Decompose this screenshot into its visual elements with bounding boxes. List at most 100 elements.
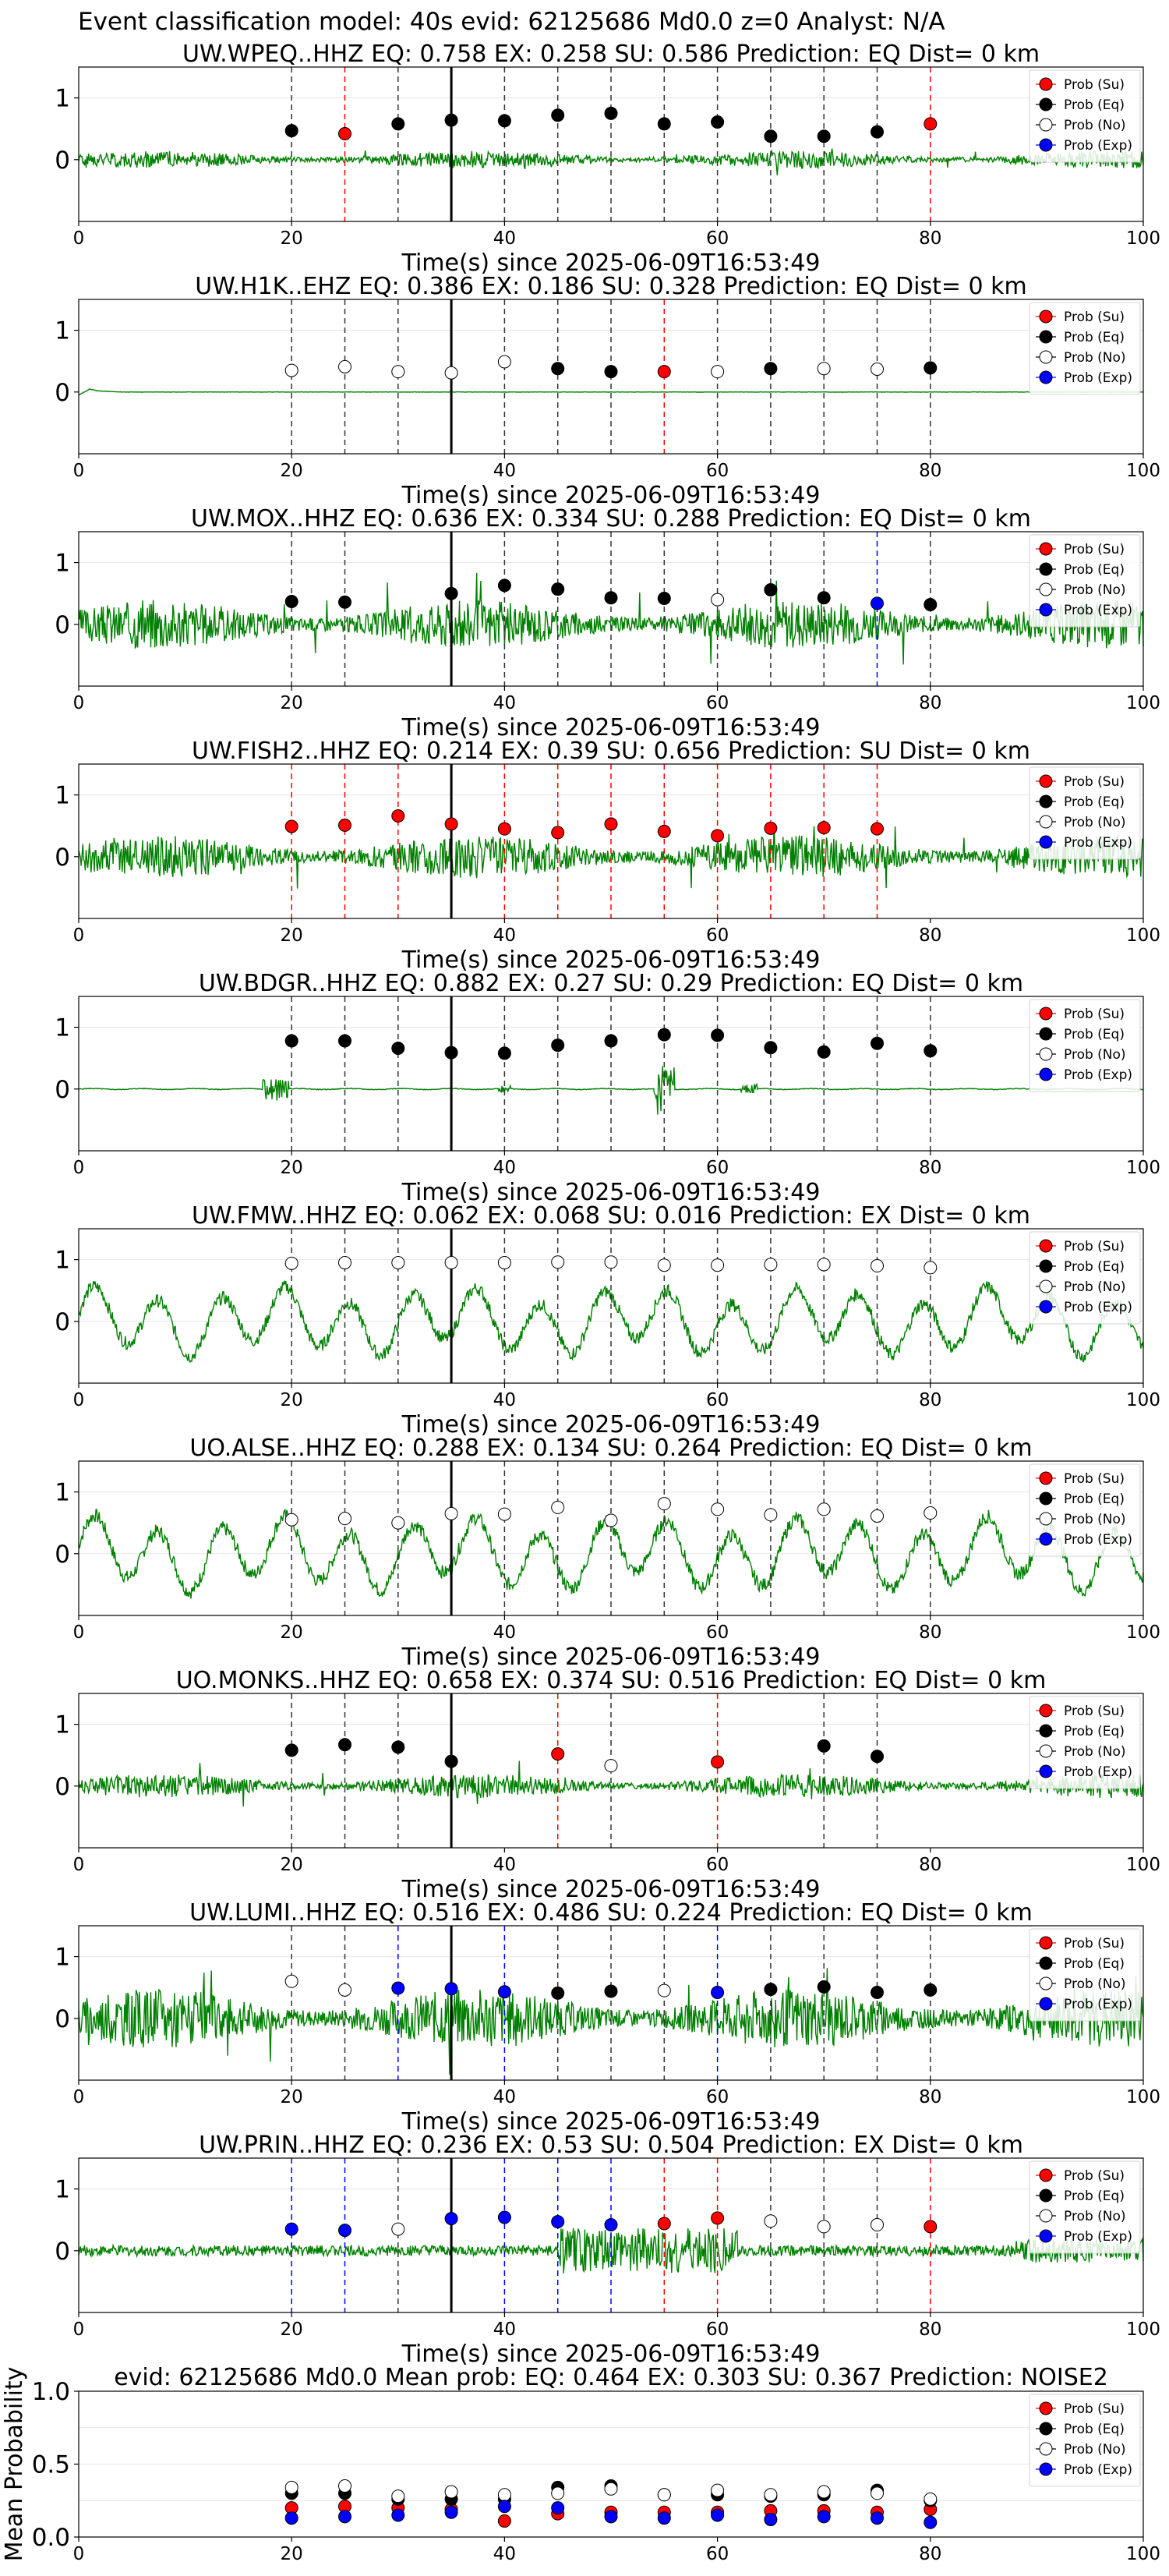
legend-marker [1039, 1007, 1053, 1021]
prob-point [551, 1986, 565, 2000]
x-tick-label: 40 [493, 1622, 516, 1643]
figure-title: Event classification model: 40s evid: 62… [78, 8, 945, 36]
legend-marker [1039, 370, 1053, 384]
mean-point [604, 2482, 618, 2496]
prob-point [817, 1502, 831, 1516]
legend-label: Prob (Exp) [1064, 603, 1132, 618]
panel-title: UW.FISH2..HHZ EQ: 0.214 EX: 0.39 SU: 0.6… [192, 738, 1030, 765]
mean-point [444, 2485, 458, 2499]
y-tick-label: 0 [55, 1773, 70, 1801]
prob-point [604, 591, 618, 605]
legend-label: Prob (No) [1064, 815, 1126, 830]
prob-point [497, 1507, 511, 1521]
prob-point [871, 362, 884, 376]
x-tick-label: 20 [281, 2087, 303, 2107]
legend-marker [1039, 77, 1053, 91]
x-tick-label: 40 [493, 1158, 516, 1178]
legend-label: Prob (Eq) [1064, 1259, 1125, 1275]
prob-point [551, 826, 565, 840]
prob-point [338, 1256, 351, 1270]
y-tick-label: 0 [55, 147, 70, 175]
x-tick-label: 100 [1126, 2544, 1160, 2564]
x-tick-label: 60 [706, 1158, 729, 1178]
y-tick-label: 0 [55, 1076, 70, 1104]
prob-point [764, 821, 778, 835]
prob-point [711, 365, 725, 379]
x-axis-label: Time(s) since 2025-06-09T16:53:49 [401, 714, 821, 741]
legend-label: Prob (Eq) [1064, 1491, 1125, 1507]
legend-label: Prob (No) [1064, 1744, 1126, 1760]
panel-title: UW.LUMI..HHZ EQ: 0.516 EX: 0.486 SU: 0.2… [189, 1899, 1033, 1927]
legend-label: Prob (No) [1064, 2442, 1126, 2457]
legend-label: Prob (Su) [1064, 1936, 1125, 1951]
x-tick-label: 100 [1126, 461, 1160, 481]
x-tick-label: 60 [706, 1855, 729, 1875]
prob-point [924, 1261, 938, 1275]
x-tick-label: 80 [919, 1390, 941, 1410]
x-tick-label: 40 [493, 228, 516, 249]
prob-point [711, 1755, 725, 1769]
legend-label: Prob (Exp) [1064, 138, 1132, 154]
prob-point [657, 1497, 671, 1511]
mean-point [497, 2514, 511, 2528]
x-tick-label: 40 [493, 693, 516, 713]
x-tick-label: 40 [493, 1855, 516, 1875]
prob-point [284, 363, 298, 377]
legend-marker [1039, 1976, 1053, 1990]
prob-point [924, 117, 938, 131]
prob-point [871, 1509, 884, 1523]
legend-label: Prob (No) [1064, 2209, 1126, 2224]
prob-point [444, 366, 458, 380]
mean-point [924, 2492, 938, 2506]
prob-point [497, 1256, 511, 1270]
x-tick-label: 80 [919, 2544, 941, 2564]
prob-point [817, 591, 831, 605]
y-axis-label: Mean Probability [1, 2367, 28, 2562]
x-tick-label: 80 [919, 1855, 941, 1875]
prob-point [551, 108, 565, 122]
legend-label: Prob (Exp) [1064, 1997, 1132, 2012]
panel-title: UW.MOX..HHZ EQ: 0.636 EX: 0.334 SU: 0.28… [191, 505, 1031, 533]
legend-marker [1039, 815, 1053, 829]
prob-point [657, 117, 671, 131]
x-tick-label: 60 [706, 228, 729, 249]
legend-marker [1039, 2209, 1053, 2223]
legend-label: Prob (Su) [1064, 2401, 1125, 2417]
y-tick-label: 1 [55, 1247, 70, 1275]
x-tick-label: 0 [73, 2087, 85, 2107]
mean-point [444, 2505, 458, 2519]
prob-point [284, 819, 298, 833]
x-tick-label: 100 [1126, 228, 1160, 249]
legend-label: Prob (No) [1064, 1512, 1126, 1527]
legend-label: Prob (Exp) [1064, 2229, 1132, 2245]
mean-point [391, 2489, 405, 2503]
waveform-trace [78, 1280, 1144, 1364]
legend-marker [1039, 1259, 1053, 1273]
prob-point [497, 355, 511, 369]
legend-box [1029, 69, 1141, 163]
legend-label: Prob (Eq) [1064, 2422, 1125, 2437]
legend-marker [1039, 794, 1053, 809]
prob-point [924, 1983, 938, 1997]
axes-frame [78, 1925, 1144, 2081]
panel-7: UO.ALSE..HHZ EQ: 0.288 EX: 0.134 SU: 0.2… [55, 1435, 1160, 1671]
waveform-trace [78, 148, 1144, 175]
x-tick-label: 20 [281, 2544, 303, 2564]
x-tick-label: 40 [493, 2319, 516, 2340]
legend-label: Prob (Eq) [1064, 1027, 1125, 1042]
prob-point [764, 2214, 778, 2228]
x-axis-label: Time(s) since 2025-06-09T16:53:49 [401, 2108, 821, 2135]
prob-point [338, 359, 351, 373]
mean-point [924, 2515, 938, 2529]
panel-4: UW.FISH2..HHZ EQ: 0.214 EX: 0.39 SU: 0.6… [55, 738, 1160, 974]
x-tick-label: 100 [1126, 925, 1160, 946]
prob-point [551, 582, 565, 596]
prob-point [604, 1255, 618, 1269]
y-tick-label: 1.0 [32, 2378, 70, 2406]
axes-frame [78, 2157, 1144, 2313]
prob-point [817, 362, 831, 376]
legend-box [1029, 2394, 1141, 2487]
legend-marker [1039, 2442, 1053, 2456]
y-tick-label: 0 [55, 2005, 70, 2033]
